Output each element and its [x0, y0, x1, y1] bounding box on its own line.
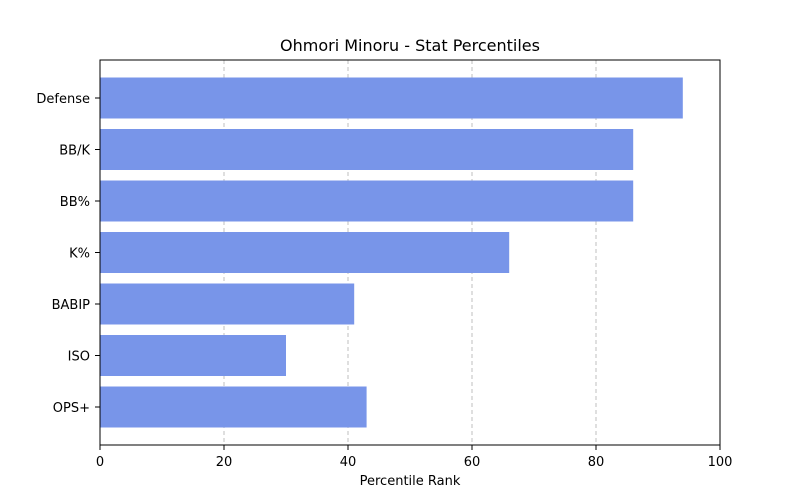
bars	[100, 77, 683, 428]
y-tick-label: BABIP	[52, 298, 91, 313]
y-tick-label: BB/K	[59, 144, 90, 159]
bar-defense	[100, 77, 683, 119]
y-tick-label: ISO	[68, 350, 90, 365]
x-tick-label: 80	[588, 455, 605, 470]
x-axis: 0 20 40 60 80 100	[96, 445, 733, 470]
y-axis: Defense BB/K BB% K% BABIP ISO OPS+	[36, 92, 100, 416]
x-tick-label: 60	[464, 455, 481, 470]
bar-k-	[100, 232, 510, 273]
x-axis-label: Percentile Rank	[360, 474, 461, 489]
x-tick-label: 0	[96, 455, 104, 470]
bar-babip	[100, 283, 355, 325]
y-tick-label: K%	[69, 247, 90, 262]
x-tick-label: 100	[708, 455, 733, 470]
y-tick-label: BB%	[60, 195, 90, 210]
y-tick-label: OPS+	[53, 401, 90, 416]
x-tick-label: 20	[216, 455, 233, 470]
bar-bb-	[100, 180, 634, 222]
x-tick-label: 40	[340, 455, 357, 470]
bar-ops-	[100, 386, 367, 428]
y-tick-label: Defense	[36, 92, 90, 107]
bar-bb-k	[100, 129, 634, 170]
chart-title: Ohmori Minoru - Stat Percentiles	[280, 36, 540, 55]
bar-iso	[100, 335, 286, 376]
